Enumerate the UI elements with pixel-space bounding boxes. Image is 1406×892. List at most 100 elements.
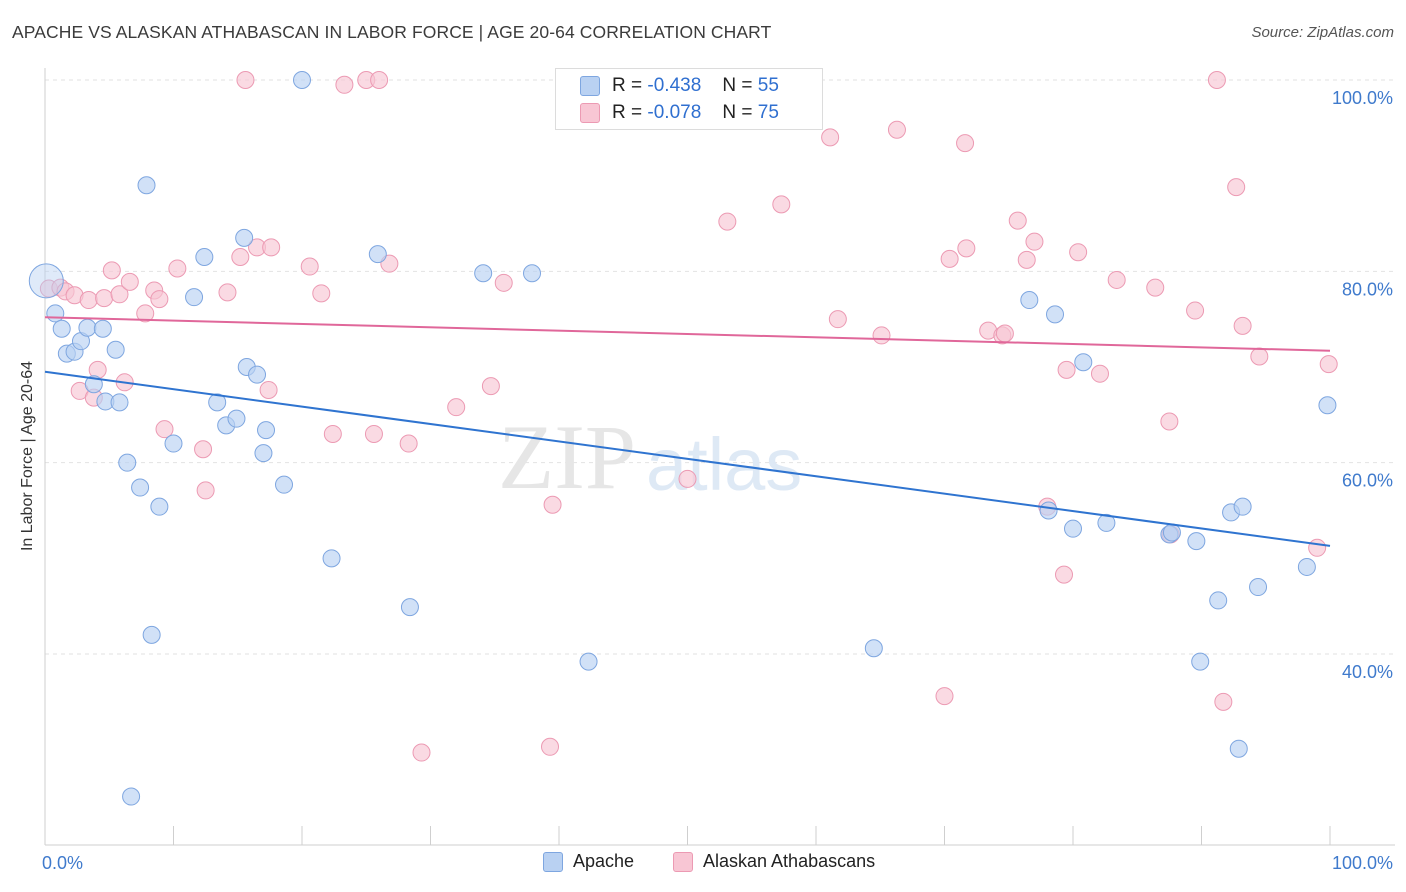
chart-title: APACHE VS ALASKAN ATHABASCAN IN LABOR FO… xyxy=(12,22,772,42)
athabascan-point xyxy=(1025,232,1044,251)
apache-point xyxy=(185,288,204,307)
athabascan-point xyxy=(887,120,906,139)
apache-swatch xyxy=(580,76,600,96)
athabascan-point xyxy=(194,440,213,459)
athabascan-legend-swatch xyxy=(673,851,693,872)
athabascan-point xyxy=(1069,243,1088,262)
watermark: ZIP atlas xyxy=(498,406,802,508)
trend-lines xyxy=(44,316,1331,547)
athabascan-point xyxy=(935,687,954,706)
athabascan-point xyxy=(259,380,278,399)
apache-point xyxy=(150,497,169,516)
stats-legend: R = -0.438 N = 55 R = -0.078 N = 75 xyxy=(555,68,823,130)
athabascan-point xyxy=(1207,71,1226,89)
apache-point xyxy=(1249,578,1268,597)
apache-trend-line xyxy=(44,370,1331,547)
athabascan-point xyxy=(1227,178,1246,197)
source-label: Source: ZipAtlas.com xyxy=(1251,24,1394,41)
apache-point xyxy=(52,319,71,338)
apache-point xyxy=(864,639,883,658)
athabascan-point xyxy=(218,283,237,302)
apache-point xyxy=(110,393,129,412)
apache-point xyxy=(164,434,183,453)
apache-point xyxy=(1074,353,1093,372)
athabascan-point xyxy=(718,212,737,231)
athabascan-point xyxy=(1308,538,1327,557)
apache-point xyxy=(78,318,97,337)
athabascan-point xyxy=(1090,364,1109,383)
athabascan-point xyxy=(821,128,840,147)
apache-point xyxy=(474,264,493,283)
apache-point xyxy=(1233,497,1252,516)
athabascan-point xyxy=(1186,301,1205,320)
apache-point xyxy=(227,409,246,428)
athabascan-point xyxy=(1214,692,1233,711)
athabascan-point xyxy=(79,291,98,310)
athabascan-point xyxy=(312,284,331,303)
athabascan-n-label: N = xyxy=(722,102,753,123)
apache-point xyxy=(1162,523,1181,542)
athabascan-point xyxy=(155,420,174,439)
legend-item-apache[interactable]: Apache xyxy=(543,851,634,872)
x-tick-label-min: 0.0% xyxy=(42,853,83,873)
apache-point xyxy=(1064,519,1082,538)
athabascan-point xyxy=(1233,316,1252,335)
apache-point xyxy=(208,393,227,412)
athabascan-point xyxy=(323,424,342,443)
watermark-zip: ZIP xyxy=(498,406,636,508)
athabascan-point xyxy=(828,310,847,329)
legend-item-athabascan[interactable]: Alaskan Athabascans xyxy=(673,851,875,872)
apache-point xyxy=(1097,513,1116,532)
athabascan-point xyxy=(136,304,155,323)
athabascan-point xyxy=(168,259,187,278)
apache-point xyxy=(1191,652,1210,671)
athabascan-point xyxy=(678,469,697,488)
athabascan-point xyxy=(494,273,513,292)
apache-point xyxy=(1229,739,1248,758)
athabascan-r-value: -0.078 xyxy=(647,102,702,123)
athabascan-point xyxy=(262,238,281,257)
apache-r-value: -0.438 xyxy=(647,75,702,96)
athabascan-point xyxy=(380,254,399,273)
athabascan-point xyxy=(1319,355,1338,374)
apache-point xyxy=(275,475,294,494)
athabascan-n-value: 75 xyxy=(757,102,779,123)
apache-point xyxy=(322,549,341,568)
athabascan-point xyxy=(447,398,466,417)
athabascan-point xyxy=(1146,278,1165,297)
athabascan-point xyxy=(1017,250,1036,269)
apache-legend-label: Apache xyxy=(573,851,635,871)
athabascan-point xyxy=(236,71,255,89)
athabascan-trend-line xyxy=(44,316,1331,352)
y-tick-label: 100.0% xyxy=(1332,88,1393,108)
stats-row-apache: R = -0.438 N = 55 xyxy=(580,74,779,98)
apache-point xyxy=(195,247,214,266)
athabascan-point xyxy=(541,737,560,756)
x-tick-label-max: 100.0% xyxy=(1332,853,1393,873)
apache-point xyxy=(248,365,267,384)
apache-n-label: N = xyxy=(722,75,753,96)
apache-point xyxy=(1187,532,1206,551)
apache-point xyxy=(122,787,141,806)
athabascan-point xyxy=(1055,565,1074,584)
athabascan-point xyxy=(872,326,891,345)
athabascan-point xyxy=(150,290,169,309)
athabascan-point xyxy=(1250,347,1269,366)
athabascan-point xyxy=(102,261,121,280)
apache-point xyxy=(28,263,64,299)
apache-point xyxy=(579,652,598,671)
apache-point xyxy=(368,245,387,264)
apache-point xyxy=(118,453,137,472)
athabascan-point xyxy=(481,377,500,396)
y-tick-label: 60.0% xyxy=(1342,471,1393,491)
athabascan-point xyxy=(364,424,383,443)
y-tick-label: 80.0% xyxy=(1342,279,1393,299)
axes xyxy=(44,68,1395,846)
apache-point xyxy=(400,598,419,617)
apache-point xyxy=(1209,591,1228,610)
athabascan-legend-label: Alaskan Athabascans xyxy=(703,851,876,871)
athabascan-point xyxy=(110,285,129,304)
athabascan-point xyxy=(120,272,139,291)
athabascan-point xyxy=(95,289,114,308)
y-tick-label: 40.0% xyxy=(1342,662,1393,682)
